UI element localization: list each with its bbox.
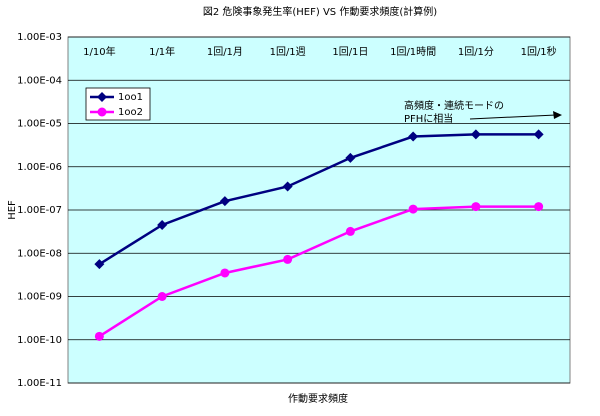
data-point [94, 259, 105, 270]
data-point [283, 254, 293, 264]
data-point [533, 129, 544, 140]
data-point [220, 268, 230, 278]
y-axis-title: HEF [7, 200, 18, 220]
data-point [345, 226, 355, 236]
y-tick-label: 1.00E-06 [17, 162, 62, 173]
y-tick-label: 1.00E-05 [17, 119, 62, 130]
data-point [97, 107, 107, 117]
series-line [98, 205, 539, 338]
data-point [282, 181, 293, 192]
data-point [408, 131, 419, 142]
data-point [94, 331, 104, 341]
data-point [345, 152, 356, 163]
x-tick-label: 1回/1分 [458, 46, 494, 58]
y-tick-label: 1.00E-03 [17, 32, 62, 43]
data-point [408, 204, 418, 214]
data-point [157, 292, 167, 301]
y-tick-label: 1.00E-04 [17, 75, 62, 86]
x-tick-label: 1/10年 [83, 45, 115, 58]
x-tick-label: 1回/1秒 [521, 45, 557, 58]
y-tick-label: 1.00E-08 [17, 248, 62, 259]
y-tick-label: 1.00E-11 [17, 378, 62, 389]
annotation: 高頻度・連続モードの [404, 99, 504, 112]
data-point [97, 92, 107, 102]
x-tick-label: 1/1年 [149, 45, 175, 58]
chart-title: 図2 危険事象発生率(HEF) VS 作動要求頻度(計算例) [203, 5, 437, 18]
data-point [219, 196, 230, 207]
series-line [98, 133, 539, 266]
x-axis-title: 作動要求頻度 [288, 392, 348, 405]
data-point [471, 202, 481, 212]
legend-box [85, 87, 151, 121]
x-tick-label: 1回/1時間 [390, 46, 436, 58]
y-tick-label: 1.00E-09 [17, 292, 62, 303]
x-tick-label: 1回/1月 [207, 46, 243, 58]
legend-label: 1oo2 [118, 107, 143, 118]
data-point [470, 129, 481, 140]
data-point [534, 202, 544, 212]
annotation-arrowhead [553, 111, 562, 119]
y-tick-label: 1.00E-10 [17, 335, 62, 346]
x-tick-label: 1回/1日 [332, 46, 368, 58]
annotation: PFHに相当 [404, 112, 453, 125]
legend-label: 1oo1 [118, 92, 143, 103]
annotation-arrow [469, 114, 557, 120]
y-tick-label: 1.00E-07 [17, 205, 62, 216]
data-point [157, 219, 168, 230]
x-tick-label: 1回/1週 [270, 46, 306, 58]
